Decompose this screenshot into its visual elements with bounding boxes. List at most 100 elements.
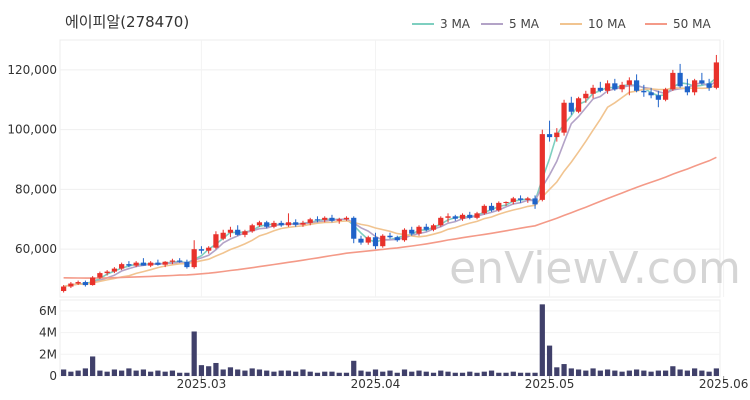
candle xyxy=(104,270,110,276)
legend-item: 10 MA xyxy=(560,17,626,31)
ma-50-line xyxy=(63,156,717,279)
volume-bar xyxy=(90,356,96,376)
legend-item: 3 MA xyxy=(412,17,471,31)
candle xyxy=(409,226,415,236)
volume-bar xyxy=(423,371,429,376)
legend-label: 50 MA xyxy=(673,17,711,31)
volume-bar xyxy=(626,370,632,376)
volume-bar xyxy=(438,370,444,376)
volume-bar xyxy=(503,372,509,376)
candle-body xyxy=(278,222,284,226)
candle xyxy=(677,63,683,88)
volume-bar xyxy=(713,368,719,376)
candle-body xyxy=(126,264,132,266)
candle xyxy=(670,69,676,91)
candle xyxy=(597,81,603,93)
candle-body xyxy=(568,102,574,112)
candle-body xyxy=(300,222,306,225)
candle-body xyxy=(692,80,698,93)
candle xyxy=(184,259,190,269)
legend-item: 5 MA xyxy=(481,17,540,31)
candle-body xyxy=(213,234,219,248)
candle-body xyxy=(206,247,212,251)
volume-bar xyxy=(358,370,364,376)
volume-bar xyxy=(177,372,183,376)
volume-bar xyxy=(68,371,74,376)
volume-bar xyxy=(554,367,560,376)
candle-body xyxy=(387,235,393,238)
volume-bar xyxy=(459,372,466,376)
candle-body xyxy=(184,261,190,268)
candle xyxy=(256,220,263,227)
candle xyxy=(329,214,335,223)
candle-body xyxy=(662,89,669,100)
candle xyxy=(220,229,226,241)
volume-tick-label: 0 xyxy=(49,369,57,383)
volume-bar xyxy=(97,370,103,376)
volume-bar xyxy=(662,370,669,376)
candle-body xyxy=(235,229,241,235)
candle-body xyxy=(148,262,154,266)
candle-body xyxy=(416,226,422,234)
candle-body xyxy=(220,232,226,239)
volume-bar xyxy=(140,369,147,376)
candle-body xyxy=(583,93,589,99)
candle xyxy=(394,235,400,242)
legend-label: 3 MA xyxy=(440,17,471,31)
candle xyxy=(539,129,545,202)
candle-body xyxy=(423,226,429,230)
volume-bar xyxy=(155,370,161,376)
candle xyxy=(561,99,567,136)
candle-body xyxy=(401,229,408,241)
candle-body xyxy=(597,87,603,91)
candle-body xyxy=(322,217,328,220)
volume-bar xyxy=(699,370,705,376)
volume-bar xyxy=(604,369,611,376)
volume-bar xyxy=(467,371,473,376)
candle-body xyxy=(104,271,110,274)
volume-bar xyxy=(583,370,589,376)
volume-bar xyxy=(235,369,241,376)
candle xyxy=(575,96,582,114)
candle xyxy=(293,219,299,227)
ma-10-line xyxy=(63,84,717,288)
candle-body xyxy=(561,102,567,133)
candle-body xyxy=(670,72,676,90)
candle xyxy=(467,211,473,220)
candle xyxy=(227,226,234,238)
legend-label: 5 MA xyxy=(509,17,540,31)
candle xyxy=(343,216,350,221)
volume-panel xyxy=(59,299,721,377)
legend: 3 MA 5 MA 10 MA 50 MA xyxy=(412,17,711,31)
volume-bar xyxy=(82,368,88,376)
volume-bar xyxy=(633,369,640,376)
candle xyxy=(177,258,183,263)
candle-body xyxy=(626,80,632,85)
volume-bar xyxy=(220,369,226,376)
volume-axis-ticks: 0 2M 4M 6M xyxy=(39,304,57,383)
candle xyxy=(546,120,553,142)
candle-body xyxy=(474,213,480,218)
candle xyxy=(111,267,118,274)
candle-body xyxy=(169,260,176,262)
candle xyxy=(148,261,154,268)
candle xyxy=(416,225,422,236)
candle-body xyxy=(539,134,545,200)
volume-bar xyxy=(307,371,313,376)
volume-bar xyxy=(692,368,698,376)
candle xyxy=(583,90,589,103)
candle xyxy=(662,87,669,102)
candle-body xyxy=(633,80,640,91)
candle-body xyxy=(481,205,487,214)
volume-bar xyxy=(343,372,350,376)
volume-bar xyxy=(387,370,393,376)
candle-body xyxy=(314,219,321,221)
volume-bar xyxy=(278,370,284,376)
candle-body xyxy=(140,262,147,266)
volume-bar xyxy=(119,370,125,376)
candle xyxy=(568,96,574,115)
candle-body xyxy=(380,235,386,247)
price-tick-label: 120,000 xyxy=(7,63,57,77)
candle xyxy=(423,223,429,232)
